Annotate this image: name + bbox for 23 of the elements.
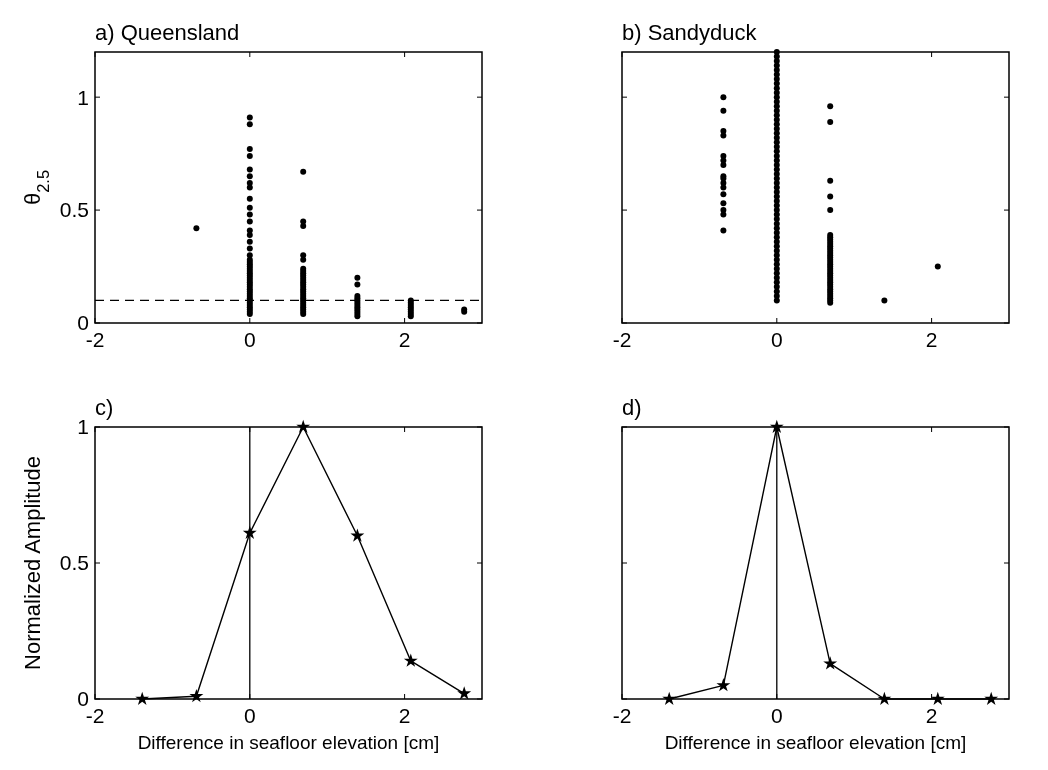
y-tick-label: 1 <box>77 415 89 439</box>
y-tick-label: 0 <box>77 687 89 711</box>
y-tick-label: 0.5 <box>59 551 89 575</box>
x-tick-label: -2 <box>612 704 632 727</box>
x-tick-label: 0 <box>770 704 783 727</box>
y-axis-title: Normalized Amplitude <box>20 456 45 670</box>
x-axis-title: Difference in seafloor elevation [cm] <box>137 732 440 753</box>
y-tick-label: 0 <box>77 311 89 335</box>
x-tick-label: -2 <box>612 328 632 351</box>
chart-title: d) <box>622 395 642 420</box>
x-tick-label: 2 <box>398 704 411 727</box>
y-tick-label: 1 <box>77 85 89 109</box>
chart-title: a) Queensland <box>95 20 240 45</box>
x-tick-label: 0 <box>243 328 256 351</box>
chart-title: c) <box>95 395 114 420</box>
chart-title: b) Sandyduck <box>622 20 758 45</box>
x-tick-label: 0 <box>770 328 783 351</box>
x-tick-label: 0 <box>243 704 256 727</box>
x-tick-label: 2 <box>398 328 411 351</box>
x-axis-title: Difference in seafloor elevation [cm] <box>664 732 967 753</box>
y-tick-label: 0.5 <box>59 198 89 222</box>
x-tick-label: 2 <box>925 704 938 727</box>
x-tick-label: 2 <box>925 328 938 351</box>
